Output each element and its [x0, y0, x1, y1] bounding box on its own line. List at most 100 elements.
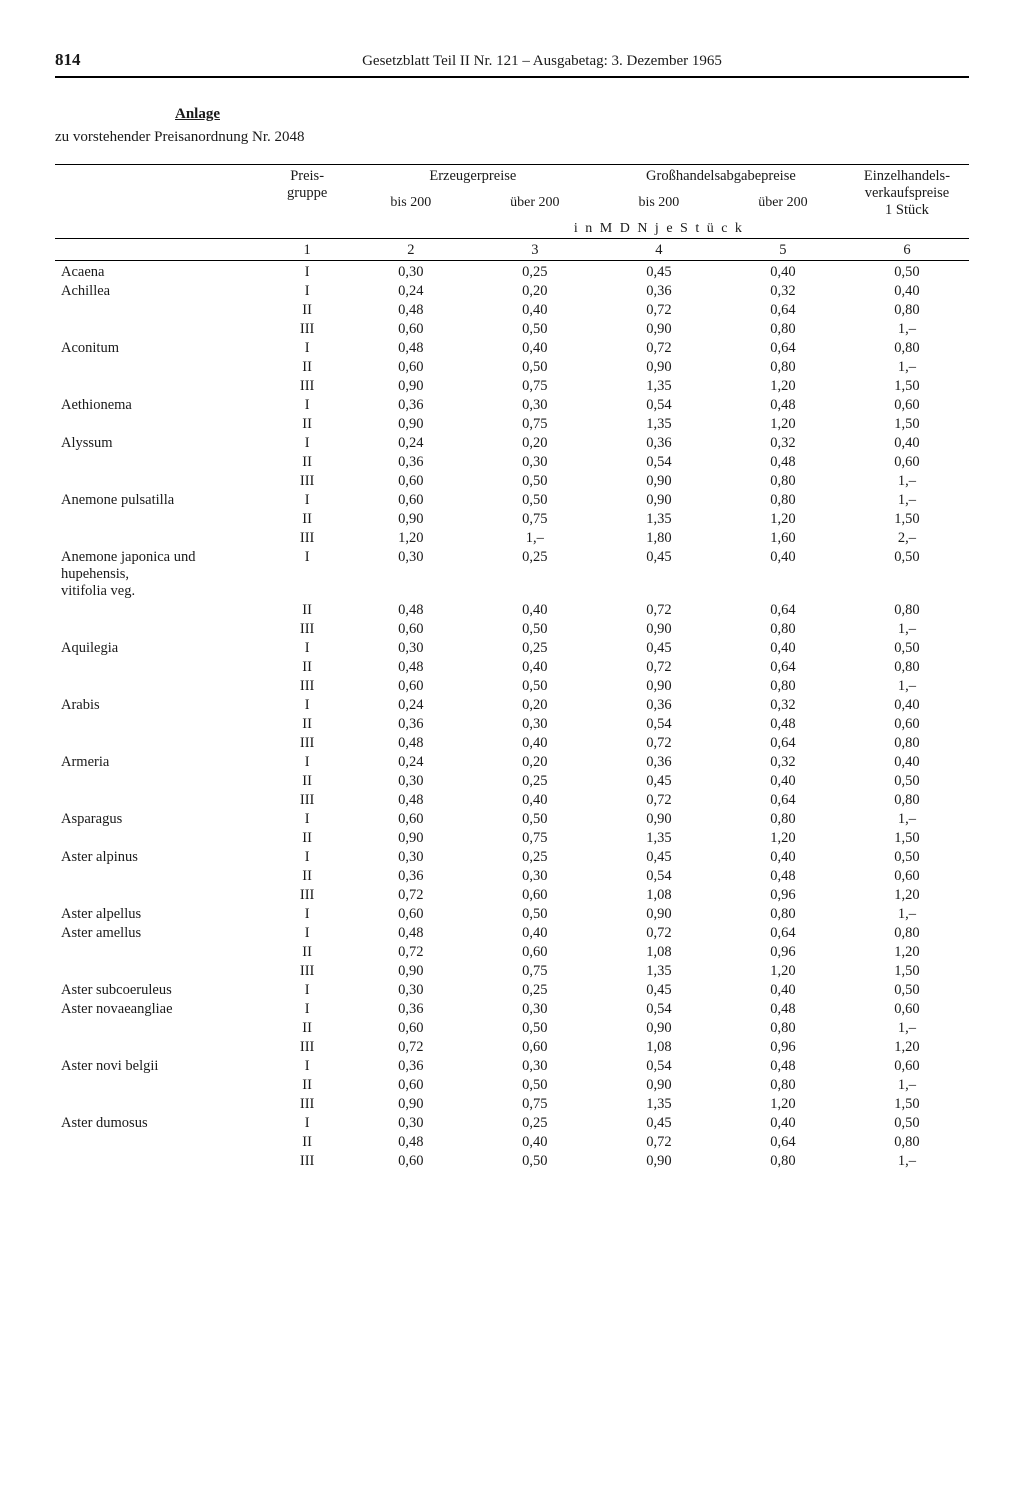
price-cell: 1,50 — [845, 510, 969, 529]
price-cell: 0,72 — [597, 601, 721, 620]
price-cell: 0,60 — [349, 320, 473, 339]
price-group: I — [265, 905, 348, 924]
plant-name: Aster amellus — [55, 924, 265, 943]
price-cell: 0,40 — [473, 339, 597, 358]
price-cell: 1,50 — [845, 377, 969, 396]
price-cell: 0,60 — [349, 677, 473, 696]
price-group: I — [265, 924, 348, 943]
price-cell: 0,36 — [597, 753, 721, 772]
price-cell: 0,48 — [721, 867, 845, 886]
table-row: II0,360,300,540,480,60 — [55, 867, 969, 886]
price-cell: 0,90 — [349, 510, 473, 529]
price-cell: 1,– — [845, 358, 969, 377]
price-cell: 1,– — [845, 620, 969, 639]
price-group: II — [265, 415, 348, 434]
table-row: III0,720,601,080,961,20 — [55, 886, 969, 905]
colnum-6: 6 — [845, 241, 969, 261]
price-cell: 0,30 — [349, 848, 473, 867]
price-cell: 0,36 — [349, 867, 473, 886]
price-cell: 0,80 — [721, 1019, 845, 1038]
price-cell: 0,90 — [597, 677, 721, 696]
table-row: II0,480,400,720,640,80 — [55, 658, 969, 677]
plant-name: Aethionema — [55, 396, 265, 415]
price-cell: 0,50 — [473, 810, 597, 829]
price-cell: 0,90 — [349, 962, 473, 981]
price-cell: 0,64 — [721, 924, 845, 943]
price-group: III — [265, 320, 348, 339]
price-cell: 0,90 — [597, 358, 721, 377]
plant-name — [55, 620, 265, 639]
subtitle: zu vorstehender Preisanordnung Nr. 2048 — [55, 129, 969, 146]
price-cell: 0,90 — [597, 620, 721, 639]
page-header: 814 Gesetzblatt Teil II Nr. 121 – Ausgab… — [55, 50, 969, 78]
plant-name: Anemone pulsatilla — [55, 491, 265, 510]
price-cell: 0,64 — [721, 301, 845, 320]
plant-name: Arabis — [55, 696, 265, 715]
plant-name — [55, 658, 265, 677]
table-row: III0,480,400,720,640,80 — [55, 734, 969, 753]
price-cell: 0,60 — [473, 1038, 597, 1057]
price-cell: 0,48 — [349, 658, 473, 677]
price-cell: 1,– — [845, 905, 969, 924]
price-cell: 1,– — [845, 810, 969, 829]
price-cell: 0,32 — [721, 696, 845, 715]
plant-name — [55, 301, 265, 320]
price-cell: 0,60 — [349, 810, 473, 829]
price-cell: 0,40 — [721, 1114, 845, 1133]
price-cell: 1,50 — [845, 962, 969, 981]
price-cell: 0,50 — [473, 1152, 597, 1171]
table-row: Aster dumosusI0,300,250,450,400,50 — [55, 1114, 969, 1133]
price-cell: 0,45 — [597, 772, 721, 791]
col-erzeuger: Erzeugerpreise — [349, 167, 597, 194]
col-ueber200-a: über 200 — [473, 194, 597, 220]
table-row: III0,600,500,900,801,– — [55, 677, 969, 696]
plant-name: Aster subcoeruleus — [55, 981, 265, 1000]
price-cell: 0,24 — [349, 282, 473, 301]
plant-name — [55, 791, 265, 810]
price-cell: 0,96 — [721, 943, 845, 962]
price-cell: 1,35 — [597, 1095, 721, 1114]
price-group: III — [265, 886, 348, 905]
col-einzelhandel: Einzelhandels- verkaufspreise 1 Stück — [845, 167, 969, 220]
price-cell: 0,20 — [473, 282, 597, 301]
plant-name: Aster alpellus — [55, 905, 265, 924]
price-cell: 1,– — [845, 320, 969, 339]
plant-name — [55, 472, 265, 491]
price-cell: 0,48 — [349, 791, 473, 810]
price-cell: 0,40 — [721, 263, 845, 282]
price-cell: 0,40 — [721, 772, 845, 791]
price-cell: 1,20 — [721, 415, 845, 434]
price-cell: 0,60 — [845, 396, 969, 415]
price-cell: 0,48 — [721, 715, 845, 734]
table-row: AethionemaI0,360,300,540,480,60 — [55, 396, 969, 415]
price-cell: 0,80 — [845, 339, 969, 358]
table-row: II0,900,751,351,201,50 — [55, 829, 969, 848]
col-ueber200-b: über 200 — [721, 194, 845, 220]
price-group: I — [265, 696, 348, 715]
price-cell: 0,90 — [597, 320, 721, 339]
price-cell: 0,90 — [349, 377, 473, 396]
plant-name: Aster dumosus — [55, 1114, 265, 1133]
price-cell: 0,75 — [473, 415, 597, 434]
price-cell: 0,30 — [349, 548, 473, 601]
price-cell: 1,20 — [845, 1038, 969, 1057]
price-group: I — [265, 548, 348, 601]
price-cell: 0,72 — [349, 886, 473, 905]
price-group: II — [265, 658, 348, 677]
col-bis200-b: bis 200 — [597, 194, 721, 220]
price-cell: 0,25 — [473, 772, 597, 791]
plant-name: Aster novaeangliae — [55, 1000, 265, 1019]
price-cell: 0,72 — [597, 791, 721, 810]
price-cell: 1,35 — [597, 415, 721, 434]
price-cell: 0,45 — [597, 848, 721, 867]
table-row: III1,201,–1,801,602,– — [55, 529, 969, 548]
colnum-4: 4 — [597, 241, 721, 261]
price-cell: 1,60 — [721, 529, 845, 548]
price-cell: 0,50 — [473, 1019, 597, 1038]
price-cell: 0,60 — [349, 472, 473, 491]
price-cell: 0,80 — [845, 601, 969, 620]
price-cell: 0,50 — [845, 639, 969, 658]
price-cell: 0,45 — [597, 263, 721, 282]
price-cell: 0,30 — [473, 453, 597, 472]
price-cell: 0,30 — [473, 1057, 597, 1076]
